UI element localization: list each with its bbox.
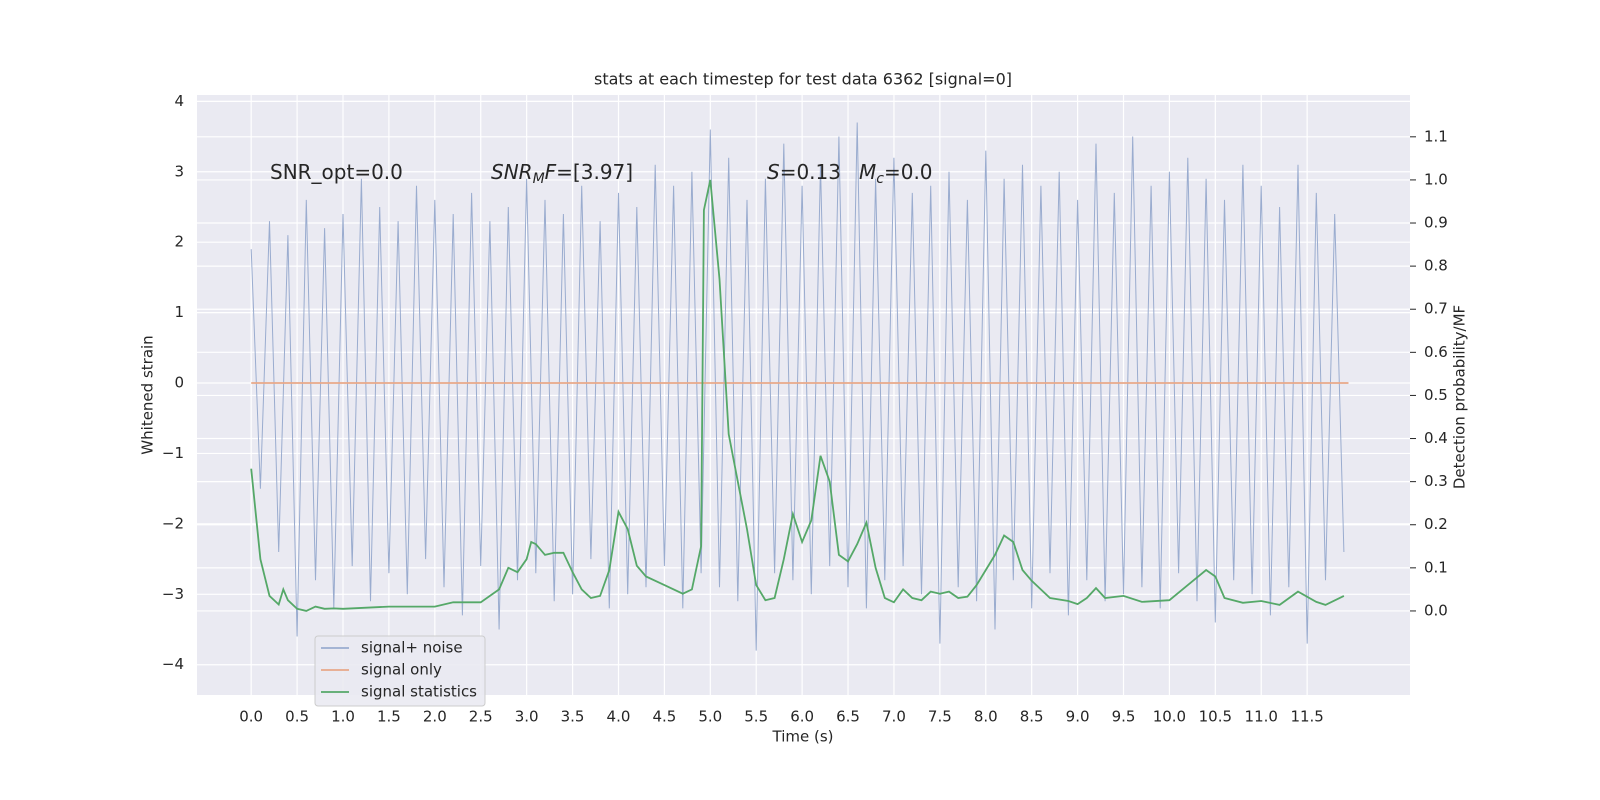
x-tick-label: 5.5 (744, 708, 768, 726)
y2-tick-label: 1.0 (1424, 170, 1448, 188)
y2-tick-label: 0.4 (1424, 429, 1448, 447)
y-tick-label: 2 (174, 233, 184, 251)
y2-tick-label: 0.6 (1424, 343, 1448, 361)
y2-tick-label: 0.2 (1424, 515, 1448, 533)
x-tick-label: 1.0 (331, 708, 355, 726)
y-axis-label: Whitened strain (139, 335, 157, 454)
annotation: Mc=0.0 (859, 160, 933, 188)
x-tick-label: 2.5 (469, 708, 493, 726)
annotation-part: M (859, 160, 876, 184)
y2-tick-label: 0.9 (1424, 214, 1448, 232)
y2-tick-label: 1.1 (1424, 127, 1448, 145)
x-tick-label: 1.5 (377, 708, 401, 726)
legend-label: signal only (361, 661, 442, 679)
y2-tick-label: 0.8 (1424, 257, 1448, 275)
y-tick-label: −1 (162, 444, 184, 462)
annotation-part: M (533, 171, 545, 187)
x-tick-label: 0.5 (285, 708, 309, 726)
x-tick-label: 4.0 (607, 708, 631, 726)
x-tick-label: 10.0 (1153, 708, 1186, 726)
y-tick-label: −3 (162, 585, 184, 603)
x-axis-label: Time (s) (772, 728, 834, 746)
annotation-part: S (767, 160, 780, 184)
annotation: S=0.13 (767, 160, 841, 184)
annotation-part: =[3.97] (556, 160, 633, 184)
chart-title: stats at each timestep for test data 636… (594, 70, 1012, 89)
annotation-part: SNR_opt=0.0 (270, 160, 403, 184)
y-tick-label: −2 (162, 514, 184, 532)
x-tick-label: 11.5 (1290, 708, 1323, 726)
y2-axis-label: Detection probability/MF (1451, 305, 1469, 489)
x-tick-label: 10.5 (1199, 708, 1232, 726)
legend: signal+ noise signal only signal statistic… (314, 635, 486, 707)
x-tick-label: 2.0 (423, 708, 447, 726)
annotation: SNRMF=[3.97] (491, 160, 633, 188)
y2-tick-label: 0.1 (1424, 558, 1448, 576)
x-tick-label: 11.0 (1245, 708, 1278, 726)
y2-tick-label: 0.3 (1424, 472, 1448, 490)
x-tick-label: 3.5 (561, 708, 585, 726)
x-tick-label: 4.5 (652, 708, 676, 726)
x-tick-label: 9.5 (1112, 708, 1136, 726)
y2-tick-label: 0.7 (1424, 300, 1448, 318)
annotation-part: c (876, 171, 884, 187)
x-tick-label: 9.0 (1066, 708, 1090, 726)
x-tick-label: 3.0 (515, 708, 539, 726)
x-tick-label: 8.0 (974, 708, 998, 726)
annotation-part: SNR (491, 160, 533, 184)
y-tick-label: 4 (174, 92, 184, 110)
series-line (250, 179, 1345, 612)
annotation-part: =0.13 (780, 160, 841, 184)
x-tick-label: 5.0 (698, 708, 722, 726)
y2-tick-label: 0.0 (1424, 601, 1448, 619)
annotation: SNR_opt=0.0 (270, 160, 403, 184)
y2-tick-label: 0.5 (1424, 386, 1448, 404)
x-tick-label: 6.5 (836, 708, 860, 726)
legend-label: signal+ noise (361, 639, 463, 657)
legend-label: signal statistics (361, 683, 477, 701)
x-tick-label: 7.0 (882, 708, 906, 726)
y-tick-label: 0 (174, 374, 184, 392)
x-tick-label: 0.0 (239, 708, 263, 726)
annotation-part: =0.0 (884, 160, 933, 184)
y-tick-label: −4 (162, 655, 184, 673)
x-tick-label: 8.5 (1020, 708, 1044, 726)
x-tick-label: 7.5 (928, 708, 952, 726)
x-tick-label: 6.0 (790, 708, 814, 726)
annotation-part: F (545, 160, 557, 184)
y-tick-label: 3 (174, 162, 184, 180)
legend-box (314, 635, 486, 707)
y-tick-label: 1 (174, 303, 184, 321)
